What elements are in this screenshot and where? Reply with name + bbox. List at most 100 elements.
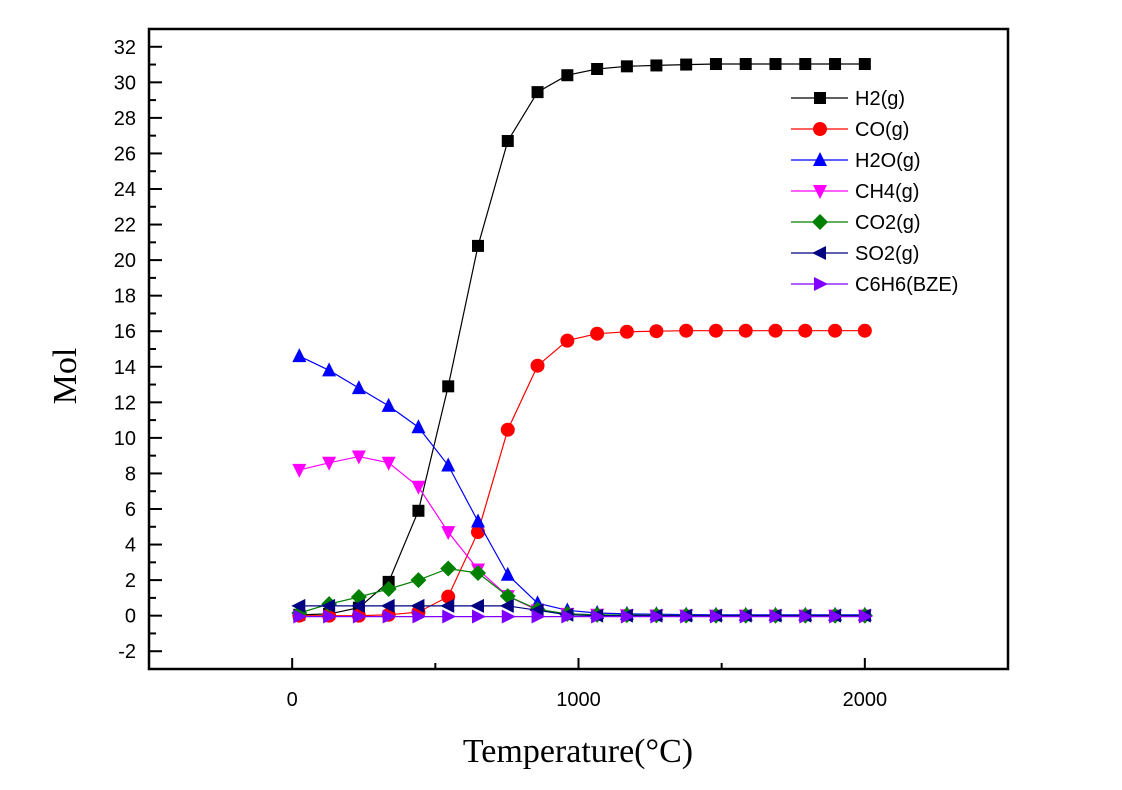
- legend-item: H2(g): [791, 88, 905, 110]
- data-point: [292, 463, 307, 478]
- y-tick-label: 10: [114, 428, 136, 450]
- data-point: [531, 609, 546, 624]
- data-point: [620, 609, 635, 624]
- data-point: [411, 419, 426, 434]
- data-point: [501, 135, 514, 147]
- legend-item: H2O(g): [791, 150, 921, 172]
- legend-label: C6H6(BZE): [855, 274, 958, 296]
- data-point: [560, 333, 575, 348]
- data-point: [380, 598, 395, 613]
- data-point: [680, 58, 693, 71]
- data-point: [412, 504, 425, 517]
- data-point: [530, 358, 545, 373]
- y-tick-label: -2: [118, 641, 136, 663]
- data-point: [650, 609, 665, 624]
- y-tick-label: 24: [114, 179, 136, 201]
- data-point: [798, 323, 813, 338]
- data-point: [769, 609, 784, 624]
- data-point: [470, 513, 485, 528]
- data-point: [410, 598, 425, 613]
- data-point: [768, 323, 783, 338]
- legend-label: H2(g): [855, 88, 905, 110]
- data-point: [440, 598, 455, 613]
- data-point: [412, 609, 427, 624]
- data-point: [293, 609, 308, 624]
- data-point: [619, 324, 634, 339]
- data-point: [471, 609, 486, 624]
- data-point: [381, 456, 396, 471]
- legend-marker: [814, 92, 826, 104]
- legend-item: CO(g): [791, 119, 909, 141]
- data-point: [499, 588, 516, 605]
- data-point: [829, 58, 842, 71]
- legend-marker: [813, 152, 827, 166]
- data-point: [350, 598, 365, 613]
- series-layer: [291, 58, 873, 624]
- legend-marker: [813, 185, 827, 199]
- data-point: [323, 609, 338, 624]
- data-point: [441, 526, 456, 541]
- legend-item: SO2(g): [791, 243, 919, 265]
- data-point: [709, 58, 722, 71]
- data-point: [561, 609, 576, 624]
- legend-item: CO2(g): [791, 212, 921, 234]
- data-point: [649, 324, 664, 339]
- y-tick-label: 32: [114, 37, 136, 59]
- data-point: [829, 609, 844, 624]
- legend: H2(g) CO(g) H2O(g) CH4(g) CO2(g) SO2(g) C6H6(B…: [791, 88, 958, 296]
- series-co-g: [292, 323, 872, 623]
- data-point: [857, 323, 872, 338]
- data-point: [322, 362, 337, 377]
- data-point: [469, 565, 486, 581]
- data-point: [410, 572, 427, 589]
- legend-item: C6H6(BZE): [791, 274, 958, 296]
- y-tick-label: 8: [125, 463, 136, 485]
- data-point: [680, 609, 695, 624]
- data-point: [322, 456, 337, 471]
- legend-marker: [814, 277, 828, 291]
- series-c6h6-bze: [293, 609, 873, 624]
- data-point: [650, 59, 663, 72]
- y-tick-label: 30: [114, 72, 136, 94]
- y-tick-label: 14: [114, 357, 136, 379]
- x-tick-label: 1000: [556, 689, 601, 711]
- data-point: [441, 457, 456, 472]
- legend-marker: [812, 214, 828, 230]
- x-tick-label: 2000: [843, 689, 888, 711]
- legend-label: H2O(g): [855, 150, 921, 172]
- y-tick-label: 16: [114, 321, 136, 343]
- data-point: [739, 58, 752, 71]
- data-point: [561, 69, 574, 82]
- y-tick-label: 6: [125, 499, 136, 521]
- x-axis-title: Temperature(°C): [463, 733, 693, 770]
- y-tick-label: 22: [114, 215, 136, 237]
- legend-label: CO(g): [855, 119, 909, 141]
- data-point: [321, 598, 336, 613]
- y-tick-label: 18: [114, 286, 136, 308]
- legend-label: CH4(g): [855, 181, 919, 203]
- legend-marker: [812, 246, 826, 260]
- series-line: [299, 63, 865, 616]
- data-point: [381, 397, 396, 412]
- data-point: [351, 380, 366, 395]
- data-point: [738, 323, 753, 338]
- data-point: [499, 598, 514, 613]
- data-point: [769, 58, 782, 71]
- legend-marker: [813, 122, 827, 136]
- data-point: [292, 348, 307, 363]
- series-ch4-g: [292, 450, 872, 624]
- y-tick-label: 2: [125, 570, 136, 592]
- data-point: [382, 609, 397, 624]
- data-point: [471, 239, 484, 252]
- data-point: [501, 609, 516, 624]
- data-point: [679, 323, 694, 338]
- data-point: [411, 480, 426, 495]
- series-h2o-g: [292, 348, 872, 621]
- data-point: [531, 86, 544, 99]
- data-point: [828, 323, 843, 338]
- legend-label: SO2(g): [855, 243, 919, 265]
- data-point: [591, 609, 606, 624]
- data-point: [858, 58, 871, 71]
- data-point: [500, 566, 515, 581]
